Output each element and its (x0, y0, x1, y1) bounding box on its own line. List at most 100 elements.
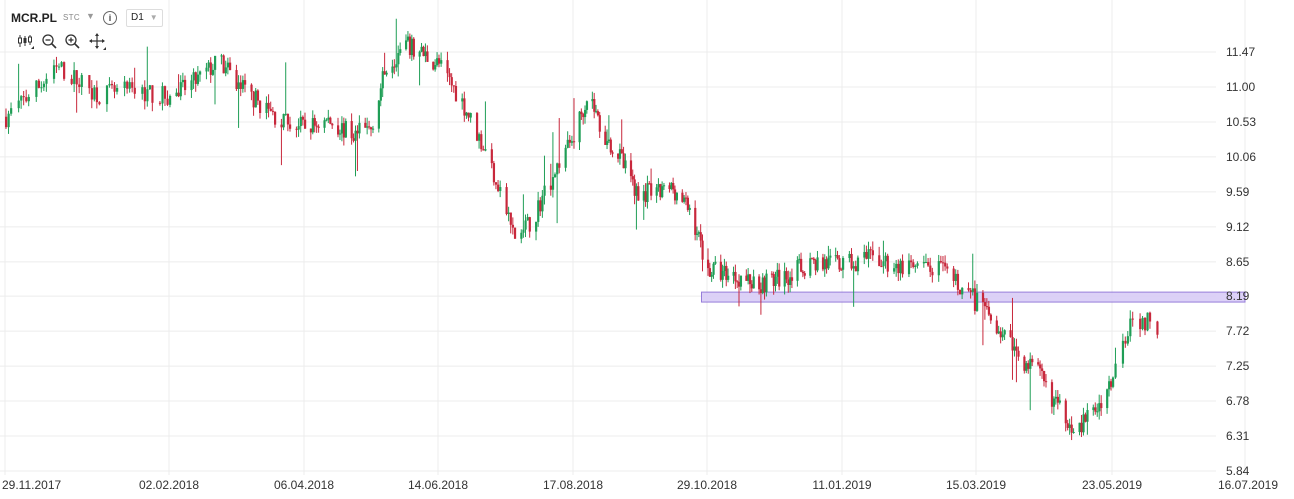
candle-body (265, 102, 268, 113)
candle-body (175, 92, 178, 97)
candle (1017, 346, 1020, 361)
candle (1031, 355, 1034, 367)
candle-body (274, 111, 277, 125)
info-icon[interactable]: i (103, 11, 117, 25)
candle (842, 256, 845, 279)
candle (422, 45, 425, 57)
candle-body (939, 261, 943, 263)
candle-body (304, 119, 307, 129)
candle-body (463, 98, 466, 116)
candle (179, 75, 182, 101)
candle (141, 84, 144, 100)
candle-body (675, 192, 678, 201)
candle-body (708, 268, 712, 277)
candle-body (1131, 318, 1134, 320)
candle (707, 248, 710, 276)
candle (286, 113, 290, 132)
candle (356, 125, 359, 172)
candle-body (78, 84, 81, 87)
candle (1124, 336, 1127, 348)
zoom-in-icon[interactable] (64, 33, 80, 49)
candle (816, 250, 819, 273)
candle (1025, 360, 1028, 374)
candle (329, 116, 332, 125)
candle-body (723, 265, 726, 272)
support-zone[interactable] (700, 291, 1246, 303)
candle-body (961, 287, 964, 295)
candles-settings-icon[interactable] (17, 33, 34, 49)
candle (169, 94, 172, 108)
candle-body (684, 197, 688, 199)
y-tick-label: 10.53 (1226, 115, 1256, 129)
candle (315, 121, 318, 133)
candle-body (591, 99, 594, 102)
candle (1056, 390, 1060, 410)
candle-body (271, 110, 275, 112)
candle-body (1108, 381, 1111, 390)
candle-body (128, 82, 131, 89)
y-tick-label: 9.12 (1226, 220, 1250, 234)
candle (75, 70, 78, 113)
candle-body (446, 60, 449, 74)
candle-body (765, 273, 768, 293)
candle-body (7, 113, 10, 128)
candle (352, 133, 355, 143)
candle-body (461, 98, 464, 102)
candle-body (929, 265, 932, 272)
candle-body (391, 66, 394, 73)
candle-body (408, 36, 412, 56)
candle (1094, 402, 1097, 415)
candle (997, 325, 1000, 335)
candle (714, 256, 717, 265)
candle-body (758, 276, 761, 290)
y-tick-label: 9.59 (1226, 185, 1250, 199)
candle (5, 108, 8, 130)
candle-body (842, 258, 845, 270)
candle (1139, 313, 1142, 337)
candle (299, 110, 302, 133)
candle-body (620, 149, 623, 154)
candle (880, 259, 883, 268)
candle (252, 91, 255, 116)
candle (1086, 403, 1089, 435)
candle-body (499, 187, 502, 191)
candle (719, 254, 722, 282)
candle (629, 153, 633, 183)
candle (454, 81, 458, 102)
timeframe-select[interactable]: D1 ▼ (126, 9, 163, 27)
candle-body (884, 255, 887, 262)
candle (1092, 404, 1095, 416)
candle (151, 85, 154, 112)
candle-body (55, 65, 58, 67)
candle (80, 72, 83, 95)
candle-body (707, 259, 710, 269)
candle (958, 289, 962, 295)
candle-body (93, 87, 96, 100)
candle-body (528, 217, 531, 232)
candle (27, 94, 30, 107)
candle-body (507, 212, 510, 215)
candle (554, 172, 557, 178)
candle (1072, 428, 1075, 434)
zoom-out-icon[interactable] (41, 33, 57, 49)
chart-grid (0, 0, 1246, 475)
symbol-label[interactable]: MCR.PL (11, 11, 57, 25)
candle-body (732, 271, 735, 276)
candle (620, 119, 623, 154)
chevron-down-icon[interactable]: ▼ (86, 11, 95, 21)
candle-body (20, 96, 23, 101)
candle (770, 271, 774, 278)
candle (952, 265, 955, 288)
candle (787, 270, 790, 293)
pan-crosshair-icon[interactable] (89, 33, 106, 50)
candle-body (256, 90, 260, 101)
candle (566, 131, 569, 149)
candle (1098, 394, 1101, 420)
candle-body (816, 257, 819, 271)
candle (582, 112, 585, 125)
candle-body (573, 141, 576, 143)
candle (224, 60, 227, 77)
candle (410, 34, 414, 61)
candle-body (564, 147, 567, 168)
